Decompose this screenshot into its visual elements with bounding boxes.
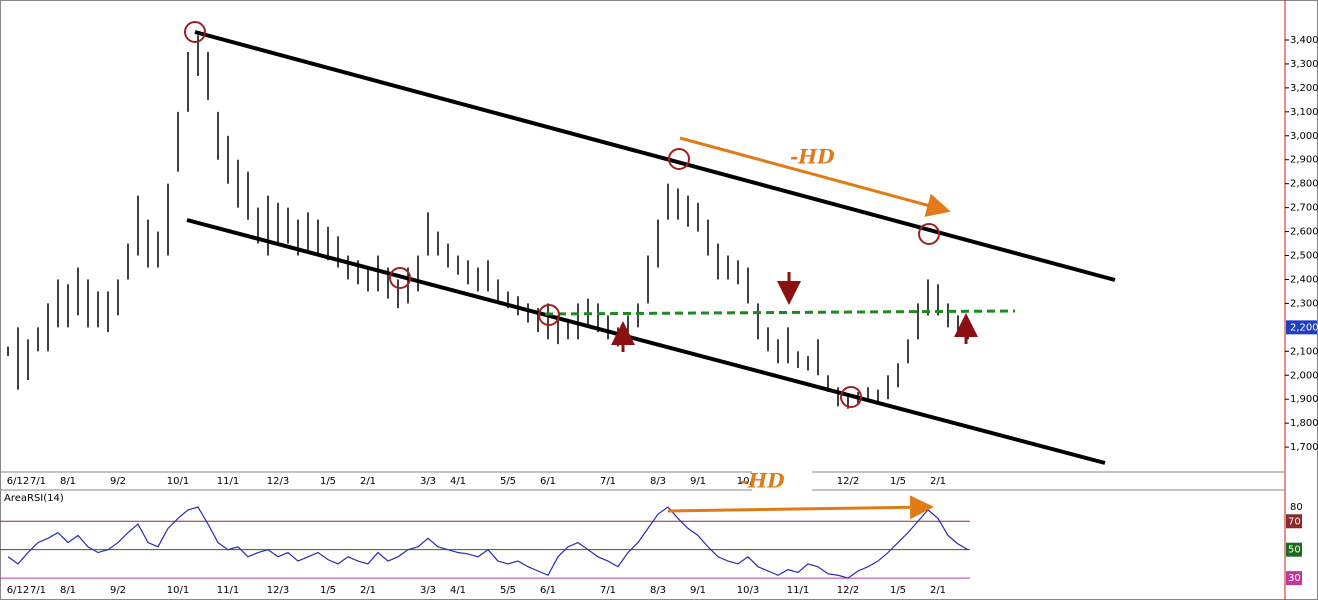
x-tick-label: 6/1 [540,585,556,596]
x-tick-label: 11/1 [217,585,239,596]
rsi-line [7,506,969,579]
level-box [1286,514,1302,529]
level-box [1286,542,1302,557]
y-tick-label: 2,800 [1290,179,1318,190]
channel-line [186,218,1106,465]
x-tick-label: 10/3 [737,476,759,487]
divergence-arrow [667,495,934,520]
y-tick-label: 1,900 [1290,394,1318,405]
annotation: -HD [740,469,785,493]
level-box [1286,571,1302,586]
x-tick-label: 7/1 [600,476,616,487]
x-tick-label: 10/1 [167,585,189,596]
panel-title: AreaRSI(14) [4,493,64,504]
level-label: 30 [1288,573,1301,584]
x-tick-label: 3/3 [420,476,436,487]
x-tick-label: 12/3 [267,585,289,596]
x-tick-label: 6/12 [7,585,29,596]
x-tick-label: 8/1 [60,585,76,596]
x-tick-label: 10/1 [167,476,189,487]
x-tick-label: 8/1 [60,476,76,487]
y-tick-label: 2,500 [1290,251,1318,262]
last-price-label: 2,200 [1290,322,1318,333]
x-tick-label: 4/1 [450,585,466,596]
y-tick-label: 80 [1290,502,1303,513]
y-tick-label: 2,700 [1290,203,1318,214]
x-tick-label: 7/1 [30,476,46,487]
level-label: 70 [1288,516,1301,527]
y-tick-label: 1,700 [1290,442,1318,453]
x-tick-label: 1/5 [890,476,906,487]
y-tick-label: 2,600 [1290,227,1318,238]
x-tick-label: 9/1 [690,476,706,487]
x-tick-label: 7/1 [600,585,616,596]
x-tick-label: 12/2 [837,476,859,487]
y-tick-label: 3,000 [1290,131,1318,142]
x-tick-label: 11/1 [787,585,809,596]
x-tick-label: 3/3 [420,585,436,596]
x-tick-label: 10/3 [737,585,759,596]
divergence-arrow [679,136,951,217]
x-tick-label: 2/1 [360,476,376,487]
y-tick-label: 2,300 [1290,298,1318,309]
pivot-circles [184,21,940,408]
y-tick-label: 2,100 [1290,346,1318,357]
y-tick-label: 3,400 [1290,35,1318,46]
y-tick-label: 3,100 [1290,107,1318,118]
x-tick-label: 12/2 [837,585,859,596]
annotation-bg [752,470,812,492]
x-tick-label: 9/2 [110,476,126,487]
x-tick-label: 1/5 [890,585,906,596]
level-label: 50 [1288,545,1301,556]
x-tick-label: 5/5 [500,585,516,596]
x-tick-label: 1/5 [320,476,336,487]
support-line [544,309,1016,316]
x-tick-label: 12/3 [267,476,289,487]
x-tick-label: 11/1 [217,476,239,487]
x-tick-label: 9/2 [110,585,126,596]
y-tick-label: 2,400 [1290,274,1318,285]
y-tick-label: 2,000 [1290,370,1318,381]
x-tick-label: 2/1 [930,476,946,487]
x-tick-label: 4/1 [450,476,466,487]
x-tick-label: 1/5 [320,585,336,596]
x-tick-label: 6/12 [7,476,29,487]
channel-line [194,30,1116,282]
x-tick-label: 8/3 [650,585,666,596]
annotation: -HD [790,145,835,169]
x-tick-label: 8/3 [650,476,666,487]
x-tick-label: 6/1 [540,476,556,487]
y-tick-label: 2,900 [1290,155,1318,166]
last-price-box [1286,320,1317,335]
x-tick-label: 7/1 [30,585,46,596]
x-tick-label: 2/1 [360,585,376,596]
y-tick-label: 3,300 [1290,59,1318,70]
x-tick-label: 5/5 [500,476,516,487]
x-tick-label: 9/1 [690,585,706,596]
y-tick-label: 1,800 [1290,418,1318,429]
x-tick-label: 2/1 [930,585,946,596]
y-tick-label: 3,200 [1290,83,1318,94]
